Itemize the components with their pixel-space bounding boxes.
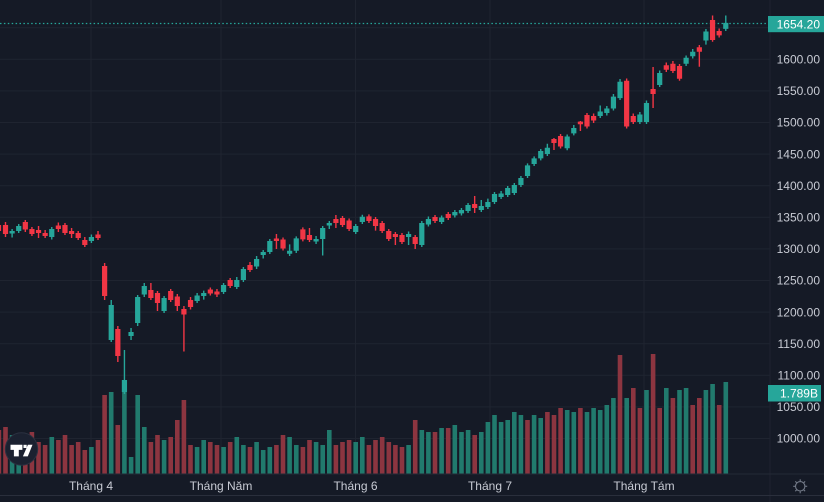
svg-text:1450.00: 1450.00 bbox=[777, 147, 821, 161]
svg-text:1200.00: 1200.00 bbox=[777, 305, 821, 319]
svg-text:Tháng Năm: Tháng Năm bbox=[190, 479, 253, 493]
svg-text:Tháng 6: Tháng 6 bbox=[333, 479, 377, 493]
svg-text:1400.00: 1400.00 bbox=[777, 179, 821, 193]
svg-text:1000.00: 1000.00 bbox=[777, 432, 821, 446]
svg-text:1500.00: 1500.00 bbox=[777, 116, 821, 130]
svg-text:1550.00: 1550.00 bbox=[777, 84, 821, 98]
svg-text:1654.20: 1654.20 bbox=[777, 18, 821, 32]
svg-text:1050.00: 1050.00 bbox=[777, 400, 821, 414]
svg-text:1350.00: 1350.00 bbox=[777, 211, 821, 225]
svg-text:Tháng 7: Tháng 7 bbox=[468, 479, 512, 493]
svg-text:1100.00: 1100.00 bbox=[778, 369, 821, 383]
svg-text:1250.00: 1250.00 bbox=[777, 274, 821, 288]
svg-text:1150.00: 1150.00 bbox=[778, 337, 821, 351]
svg-text:1600.00: 1600.00 bbox=[777, 53, 821, 67]
svg-text:Tháng 4: Tháng 4 bbox=[69, 479, 113, 493]
svg-text:1.789B: 1.789B bbox=[780, 387, 818, 401]
svg-text:Tháng Tám: Tháng Tám bbox=[613, 479, 674, 493]
svg-text:1300.00: 1300.00 bbox=[777, 242, 821, 256]
